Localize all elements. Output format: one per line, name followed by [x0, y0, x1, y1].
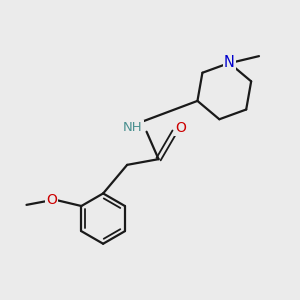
- Text: O: O: [46, 193, 57, 207]
- Text: N: N: [224, 56, 235, 70]
- Text: O: O: [175, 121, 186, 135]
- Text: NH: NH: [123, 121, 142, 134]
